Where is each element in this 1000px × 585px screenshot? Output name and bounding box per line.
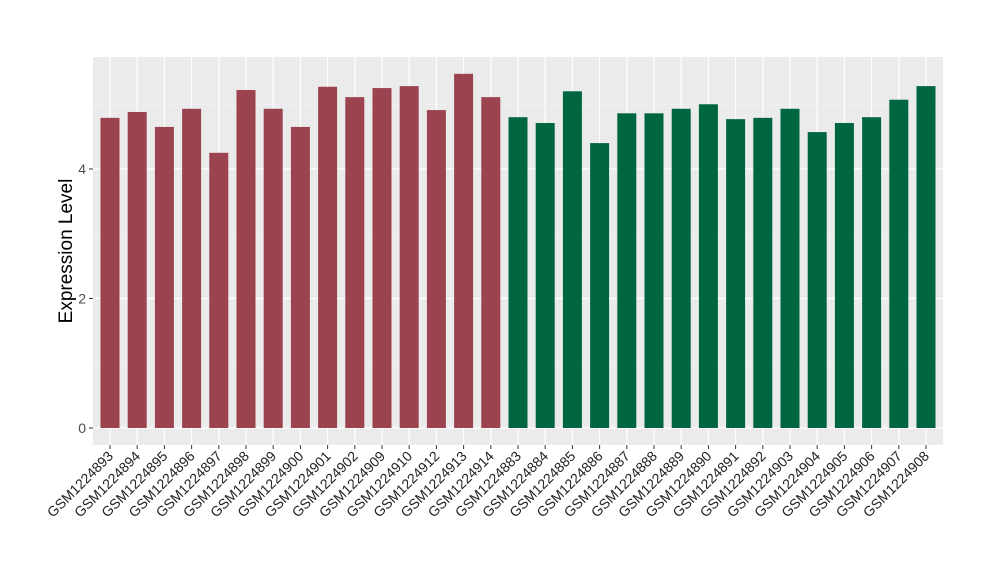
bar-GSM1224894 — [127, 112, 147, 429]
bar-GSM1224912 — [426, 110, 446, 428]
bar-GSM1224899 — [263, 108, 283, 428]
bar-GSM1224905 — [834, 123, 854, 428]
bar-GSM1224897 — [209, 152, 229, 428]
bar-GSM1224906 — [862, 117, 882, 428]
y-tick-label: 2 — [78, 291, 86, 307]
bar-GSM1224891 — [726, 119, 746, 428]
bar-GSM1224902 — [345, 97, 365, 428]
bar-GSM1224909 — [372, 88, 392, 428]
bar-GSM1224895 — [154, 126, 174, 428]
y-axis-label: Expression Level — [56, 179, 77, 324]
y-tick-label: 4 — [78, 161, 86, 177]
x-axis: GSM1224893GSM1224894GSM1224895GSM1224896… — [44, 445, 932, 520]
bar-GSM1224892 — [753, 117, 773, 428]
y-tick-label: 0 — [78, 420, 86, 436]
bar-GSM1224910 — [399, 86, 419, 429]
bar-GSM1224908 — [916, 86, 936, 429]
bar-GSM1224907 — [889, 99, 909, 428]
bar-GSM1224898 — [236, 90, 256, 428]
bar-GSM1224913 — [454, 73, 474, 428]
bar-GSM1224886 — [590, 143, 610, 428]
bar-GSM1224901 — [318, 86, 338, 428]
bar-GSM1224904 — [807, 132, 827, 428]
bar-GSM1224893 — [100, 117, 120, 428]
y-axis: 0 2 4 — [78, 161, 93, 436]
bar-GSM1224896 — [182, 108, 202, 428]
bar-GSM1224900 — [290, 126, 310, 428]
bar-GSM1224903 — [780, 108, 800, 428]
bar-GSM1224884 — [535, 123, 555, 428]
bar-GSM1224885 — [562, 91, 582, 429]
bar-GSM1224890 — [698, 104, 718, 428]
bar-GSM1224888 — [644, 113, 664, 428]
bar-GSM1224914 — [481, 97, 501, 428]
bar-GSM1224883 — [508, 117, 528, 428]
bar-GSM1224887 — [617, 113, 637, 428]
bars — [100, 73, 936, 429]
bar-GSM1224889 — [671, 108, 691, 428]
